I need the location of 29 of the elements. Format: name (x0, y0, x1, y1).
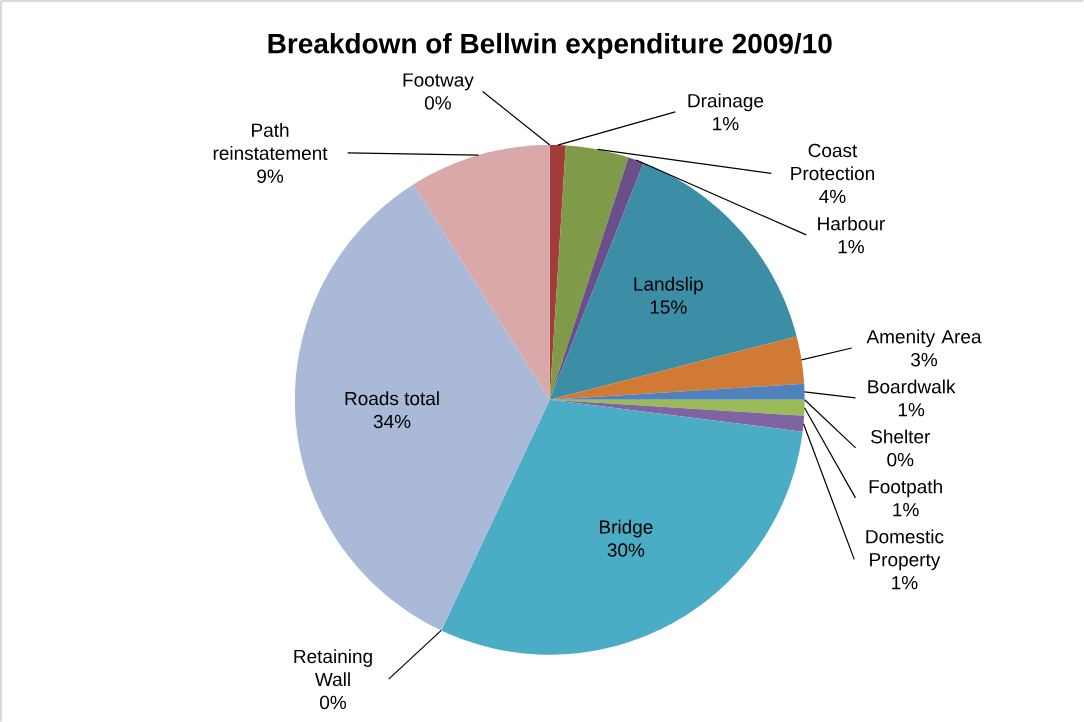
slice-label: Drainage (688, 93, 764, 112)
data-label: 1% (713, 117, 739, 131)
data-label: 1% (893, 502, 919, 517)
slice-label: Roads total (345, 391, 439, 406)
slice-label: Path reinstatement (213, 122, 328, 160)
data-label: 1% (898, 403, 925, 417)
data-label: 9% (257, 169, 284, 183)
slice-label: Landslip (634, 276, 703, 295)
data-label: 34% (373, 414, 411, 429)
data-label: 30% (607, 543, 645, 557)
data-label: 3% (911, 352, 938, 367)
data-label: 15% (650, 300, 687, 314)
text: 0% (887, 452, 914, 467)
slice-label: Amenity Area (866, 329, 982, 348)
category-label: Footway (403, 73, 474, 91)
slice-label: Footpath (869, 479, 942, 498)
slice-label: Bridge (599, 519, 653, 538)
slice-label: Harbour (818, 216, 885, 231)
text: 0% (320, 695, 347, 710)
slice-label: Coast Protection (791, 143, 874, 181)
chart-title: Breakdown of Bellwin expenditure 2009/10 (268, 32, 832, 59)
text: 0% (424, 96, 451, 110)
category-label: Shelter (871, 429, 931, 444)
data-label: 4% (819, 189, 846, 203)
slice-label: Boardwalk (868, 379, 956, 394)
data-label: 1% (892, 575, 918, 590)
slice-label: Domestic Property (866, 529, 944, 571)
data-label: 1% (838, 239, 864, 254)
category-label: Retaining Wall (294, 649, 372, 687)
